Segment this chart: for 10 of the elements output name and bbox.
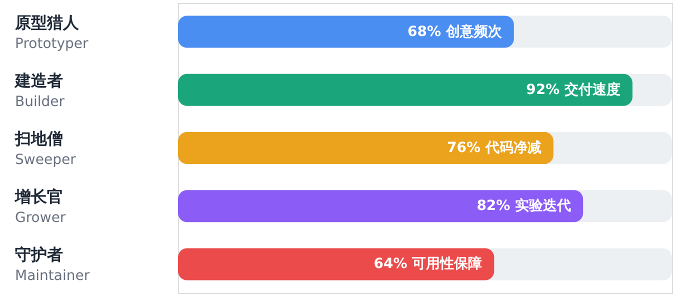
category-label: 扫地僧 Sweeper — [15, 129, 76, 168]
category-label: 守护者 Maintainer — [15, 245, 90, 284]
data-label: 82% 实验迭代 — [476, 197, 572, 214]
data-label: 92% 交付速度 — [526, 80, 620, 98]
data-label: 68% 创意频次 — [408, 22, 503, 40]
category-label: 建造者 Builder — [15, 70, 65, 110]
category-label: 增长官 Grower — [15, 187, 66, 226]
data-label: 64% 可用性保障 — [374, 255, 482, 272]
category-label: 原型猎人 Prototyper — [15, 12, 88, 52]
data-label: 76% 代码净减 — [447, 140, 542, 156]
